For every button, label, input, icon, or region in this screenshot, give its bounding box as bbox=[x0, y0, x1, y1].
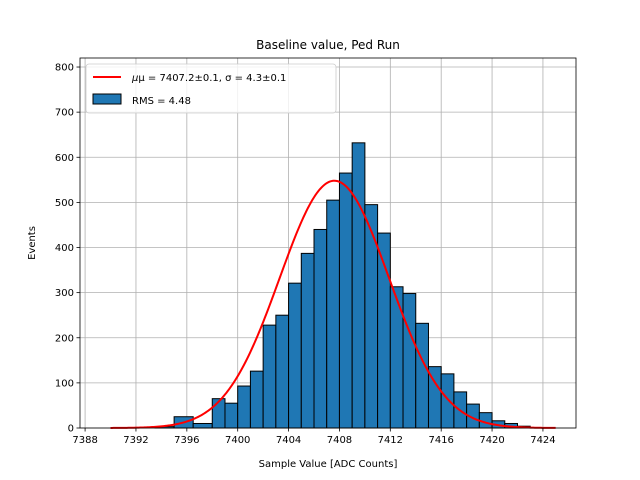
y-axis-ticks: 0 100 200 300 400 500 600 700 800 bbox=[55, 63, 80, 435]
y-tick-label: 0 bbox=[68, 424, 74, 435]
x-tick-label: 7416 bbox=[428, 435, 453, 446]
y-tick-label: 800 bbox=[55, 63, 74, 74]
y-tick-label: 300 bbox=[55, 288, 74, 299]
x-tick-label: 7420 bbox=[479, 435, 504, 446]
histogram-bar bbox=[338, 172, 353, 429]
x-tick-label: 7412 bbox=[378, 435, 403, 446]
legend-box bbox=[85, 63, 337, 114]
histogram-bar bbox=[364, 204, 379, 429]
x-tick-label: 7388 bbox=[72, 435, 97, 446]
histogram-bar bbox=[262, 324, 277, 429]
x-axis-label: Sample Value [ADC Counts] bbox=[259, 459, 398, 470]
x-tick-label: 7408 bbox=[327, 435, 352, 446]
histogram-bar bbox=[275, 314, 290, 429]
histogram-bar bbox=[402, 293, 417, 429]
legend-fit-label: μμ = 7407.2±0.1, σ = 4.3±0.1 bbox=[131, 73, 286, 84]
histogram-bar bbox=[192, 422, 213, 429]
x-axis-ticks: 7388 7392 7396 7400 7404 7408 7412 7416 7420 7424 bbox=[72, 428, 556, 446]
histogram-bar bbox=[351, 142, 366, 429]
y-tick-label: 700 bbox=[55, 108, 74, 119]
histogram-bar bbox=[288, 282, 302, 429]
histogram-bar bbox=[211, 398, 226, 429]
x-tick-label: 7424 bbox=[530, 435, 555, 446]
y-tick-label: 200 bbox=[55, 333, 74, 344]
x-tick-label: 7400 bbox=[225, 435, 250, 446]
legend: μμ = 7407.2±0.1, σ = 4.3±0.1 RMS = 4.48 bbox=[85, 63, 337, 114]
histogram-bar bbox=[313, 228, 328, 429]
legend-histogram-label: RMS = 4.48 bbox=[132, 96, 191, 107]
histogram-bar bbox=[326, 199, 340, 429]
gaussian-fit-curve bbox=[110, 179, 556, 429]
histogram-bar bbox=[300, 252, 315, 429]
legend-histogram-swatch bbox=[92, 93, 122, 105]
x-tick-label: 7392 bbox=[123, 435, 148, 446]
x-tick-label: 7404 bbox=[276, 435, 301, 446]
chart-title: Baseline value, Ped Run bbox=[256, 38, 400, 52]
histogram-bar bbox=[224, 402, 239, 429]
histogram-bar bbox=[249, 370, 264, 429]
y-axis-label: Events bbox=[27, 226, 38, 260]
histogram-bar bbox=[440, 373, 455, 429]
plot-frame bbox=[79, 57, 577, 429]
y-tick-label: 500 bbox=[55, 198, 74, 209]
fit-curve-group bbox=[110, 179, 556, 429]
histogram-bar bbox=[415, 322, 429, 429]
histogram-bar bbox=[237, 385, 251, 429]
y-tick-label: 600 bbox=[55, 153, 74, 164]
y-tick-label: 100 bbox=[55, 378, 74, 389]
y-tick-label: 400 bbox=[55, 243, 74, 254]
x-tick-label: 7396 bbox=[174, 435, 199, 446]
